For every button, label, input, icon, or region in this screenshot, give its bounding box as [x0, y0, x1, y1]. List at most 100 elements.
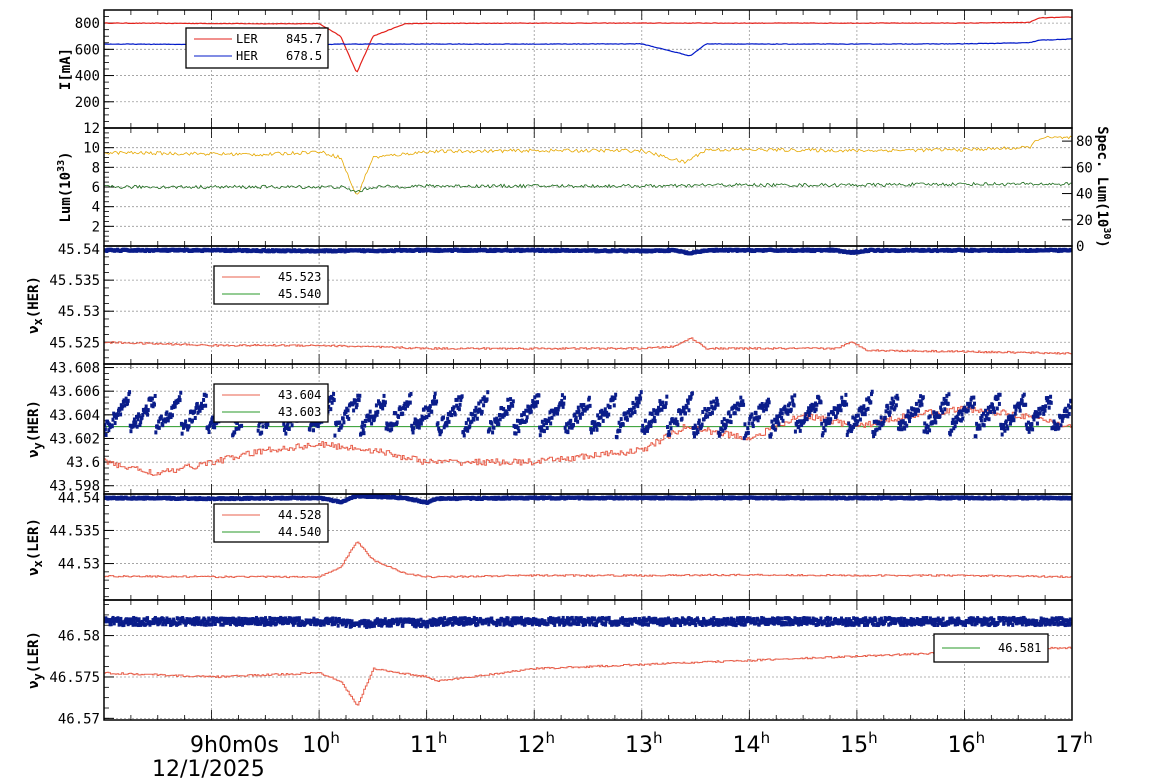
tune-point	[661, 400, 665, 405]
tune-point	[956, 416, 960, 421]
tune-point	[683, 411, 687, 416]
tune-point	[849, 429, 853, 434]
tune-point	[792, 403, 796, 408]
tune-point	[695, 427, 699, 432]
tune-point	[1031, 427, 1035, 432]
tune-point	[525, 415, 529, 420]
tune-point	[134, 414, 138, 419]
tune-point	[368, 620, 372, 625]
tune-point	[425, 414, 429, 419]
tune-point	[618, 428, 622, 433]
tune-point	[201, 403, 205, 408]
tune-point	[168, 412, 172, 417]
tune-point	[629, 413, 633, 418]
tune-point	[993, 409, 997, 414]
tune-point	[410, 617, 414, 622]
tune-point	[497, 412, 501, 417]
tune-point	[219, 622, 223, 627]
tune-point	[211, 415, 215, 420]
tune-point	[796, 419, 800, 424]
tune-point	[510, 623, 514, 628]
tune-point	[722, 422, 726, 427]
tune-point	[898, 427, 902, 432]
tune-point	[942, 396, 946, 401]
tune-point	[156, 617, 160, 622]
tune-point	[652, 415, 656, 420]
tune-point	[381, 406, 385, 411]
tune-point	[381, 399, 385, 404]
tune-point	[903, 426, 907, 431]
tune-point	[728, 414, 732, 419]
tune-point	[741, 399, 745, 404]
tune-point	[237, 616, 241, 621]
panel-4: 43.608 43.606 43.604 43.602 43.6 43.598 νy(HER…	[26, 361, 1073, 495]
tune-point	[1051, 425, 1055, 430]
tune-point	[587, 616, 591, 621]
tune-point	[524, 418, 528, 423]
y-tick-label: 44.54	[58, 490, 100, 506]
y-axis-label: νx(LER)	[26, 518, 45, 576]
tune-point	[656, 411, 660, 416]
tune-point	[188, 417, 192, 422]
tune-point	[872, 434, 876, 439]
tune-point	[212, 616, 216, 621]
tune-point	[415, 421, 419, 426]
x-first-label: 9h0m0s	[190, 733, 279, 758]
legend-value: 845.7	[286, 32, 322, 46]
tune-point	[191, 418, 195, 423]
tune-point	[726, 419, 730, 424]
tune-point	[651, 418, 655, 423]
tune-point	[384, 426, 388, 431]
tune-point	[431, 401, 435, 406]
y-tick-label: 200	[75, 95, 100, 111]
panel-data	[104, 247, 1072, 355]
tune-point	[437, 426, 441, 431]
tune-point	[500, 405, 504, 410]
y-tick-label: 43.606	[49, 384, 100, 400]
tune-point	[867, 396, 871, 401]
tune-point	[722, 417, 726, 422]
tune-point	[131, 424, 135, 429]
tune-point	[262, 618, 266, 623]
tune-point	[357, 623, 361, 628]
tune-point	[1022, 392, 1026, 397]
tune-point	[589, 430, 593, 435]
tune-point	[213, 621, 217, 626]
tune-point	[271, 620, 275, 625]
tune-point	[195, 616, 199, 621]
tune-point	[538, 433, 542, 438]
tune-point	[534, 403, 538, 408]
tune-point	[411, 430, 415, 435]
tune-point	[494, 420, 498, 425]
tune-point	[986, 411, 990, 416]
tune-point	[996, 396, 1000, 401]
tune-point	[845, 402, 849, 407]
tune-point	[946, 401, 950, 406]
tune-point	[893, 405, 897, 410]
tune-point	[116, 616, 120, 621]
tune-point	[459, 398, 463, 403]
tune-point	[968, 401, 972, 406]
tune-point	[210, 622, 214, 627]
tune-point	[374, 403, 378, 408]
tune-point	[435, 399, 439, 404]
tune-point	[919, 394, 923, 399]
tune-point	[444, 420, 448, 425]
tune-point	[1037, 406, 1041, 411]
tune-point	[168, 617, 172, 622]
y-tick-label: 600	[75, 42, 100, 58]
tune-point	[1049, 394, 1053, 399]
tune-point	[886, 406, 890, 411]
tune-point	[465, 617, 469, 622]
tune-point	[286, 618, 290, 623]
tune-point	[308, 618, 312, 623]
tune-point	[426, 624, 430, 629]
panel-data	[104, 615, 1072, 706]
tune-point	[1030, 422, 1034, 427]
tune-point	[1011, 415, 1015, 420]
tune-point	[844, 392, 848, 397]
tune-point	[515, 418, 519, 423]
tune-point	[370, 421, 374, 426]
tune-point	[268, 620, 272, 625]
tune-point	[137, 413, 141, 418]
